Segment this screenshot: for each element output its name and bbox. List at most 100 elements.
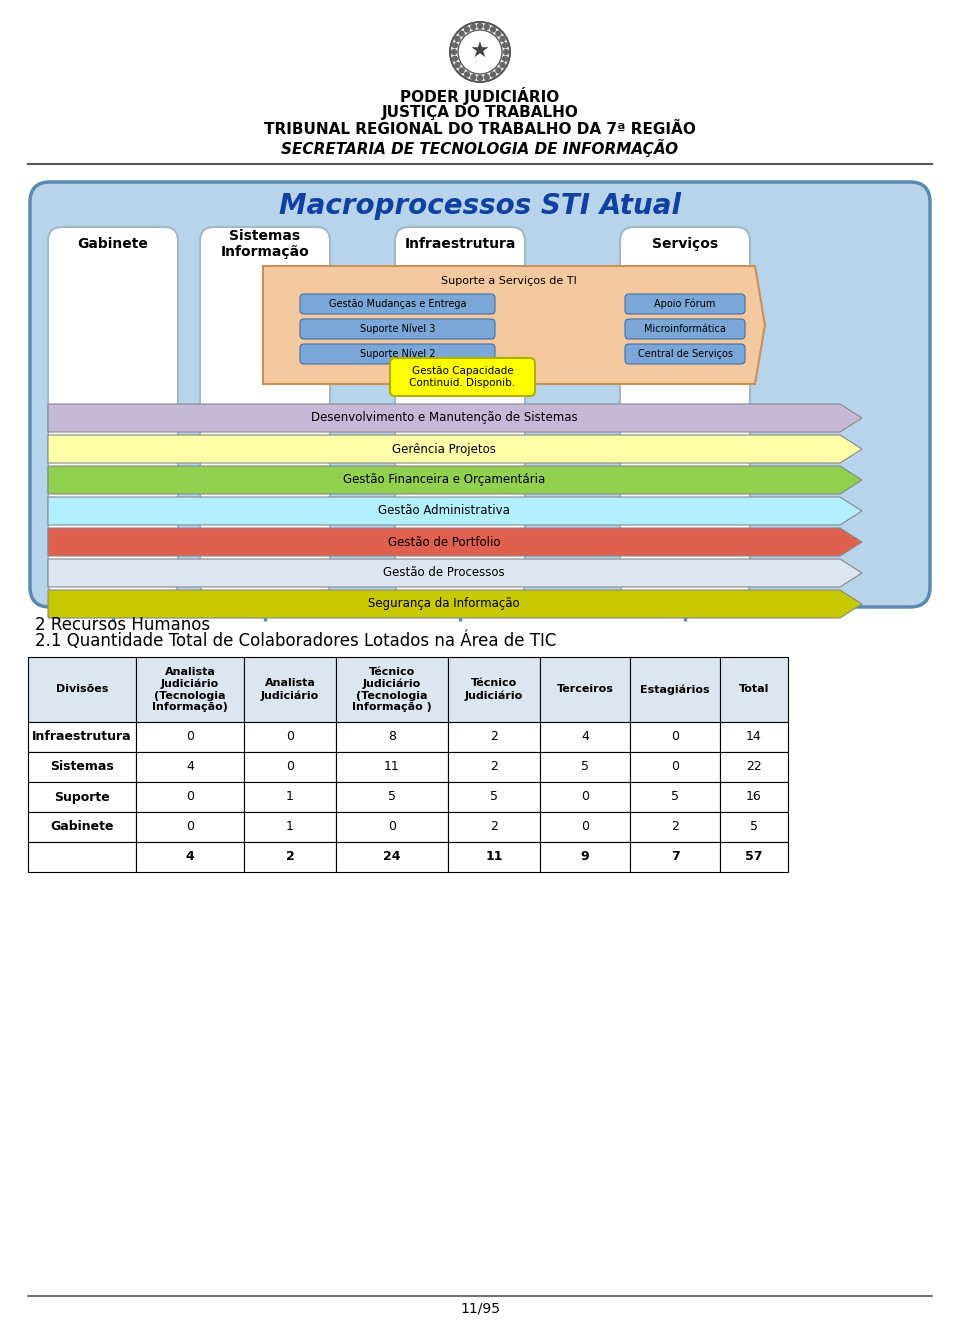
Text: Apoio Fórum: Apoio Fórum [655,299,716,310]
Bar [448,722,540,752]
FancyBboxPatch shape [30,181,930,606]
Bar [336,812,448,842]
Circle shape [500,37,505,41]
Circle shape [451,49,457,54]
Text: 5: 5 [750,821,758,834]
Bar [720,842,788,873]
Text: 2.1 Quantidade Total de Colaboradores Lotados na Área de TIC: 2.1 Quantidade Total de Colaboradores Lo… [35,632,557,650]
Bar [136,842,244,873]
Bar [244,842,336,873]
Bar [136,812,244,842]
Bar [720,657,788,722]
Text: 2: 2 [490,760,498,773]
Circle shape [455,62,460,68]
FancyBboxPatch shape [395,226,525,597]
Bar [720,722,788,752]
Text: 1: 1 [286,821,294,834]
Text: 2: 2 [286,850,295,863]
Bar [244,752,336,782]
Bar [630,657,720,722]
Circle shape [496,32,501,36]
Text: Gabinete: Gabinete [50,821,113,834]
Text: 5: 5 [581,760,589,773]
Circle shape [500,62,505,68]
Text: 2: 2 [671,821,679,834]
Bar [448,812,540,842]
Circle shape [459,32,464,36]
Bar [136,752,244,782]
FancyBboxPatch shape [48,226,178,597]
Text: Sistemas: Sistemas [50,760,114,773]
Bar [336,842,448,873]
Bar [244,812,336,842]
Circle shape [484,74,490,79]
Text: Central de Serviços: Central de Serviços [637,350,732,359]
Text: SECRETARIA DE TECNOLOGIA DE INFORMAÇÃO: SECRETARIA DE TECNOLOGIA DE INFORMAÇÃO [281,139,679,158]
Circle shape [455,37,460,41]
Text: Infraestrutura: Infraestrutura [404,237,516,252]
Text: 16: 16 [746,790,762,804]
Bar [336,782,448,812]
Text: 0: 0 [186,821,194,834]
Circle shape [465,26,469,32]
Text: 2: 2 [490,821,498,834]
FancyBboxPatch shape [300,319,495,339]
Bar [720,752,788,782]
Text: 0: 0 [186,731,194,744]
Text: 5: 5 [388,790,396,804]
FancyBboxPatch shape [625,344,745,364]
Text: ★: ★ [470,42,490,62]
Circle shape [491,26,495,32]
Bar [630,812,720,842]
Text: 57: 57 [745,850,763,863]
Text: PODER JUDICIÁRIO: PODER JUDICIÁRIO [400,87,560,105]
Text: 4: 4 [186,760,194,773]
Bar [28,752,136,782]
Bar [630,722,720,752]
Text: 5: 5 [490,790,498,804]
Text: Serviços: Serviços [652,237,718,252]
FancyBboxPatch shape [625,294,745,314]
Text: Divisões: Divisões [56,685,108,695]
Text: Gestão Mudanças e Entrega: Gestão Mudanças e Entrega [328,299,467,308]
Circle shape [452,56,457,61]
Text: 11: 11 [485,850,503,863]
Circle shape [503,56,508,61]
Text: Desenvolvimento e Manutenção de Sistemas: Desenvolvimento e Manutenção de Sistemas [311,412,577,425]
Text: Gestão de Portfolio: Gestão de Portfolio [388,535,500,548]
Text: 4: 4 [185,850,194,863]
Polygon shape [48,528,862,556]
Polygon shape [48,404,862,432]
Bar [336,752,448,782]
Text: Técnico
Judiciário: Técnico Judiciário [465,678,523,700]
Text: Gestão Financeira e Orçamentária: Gestão Financeira e Orçamentária [343,474,545,486]
Text: Analista
Judiciário: Analista Judiciário [261,678,319,700]
Text: 24: 24 [383,850,400,863]
Text: Técnico
Judiciário
(Tecnologia
Informação ): Técnico Judiciário (Tecnologia Informaçã… [352,667,432,712]
Text: 0: 0 [581,821,589,834]
Bar [244,722,336,752]
Polygon shape [48,559,862,587]
Text: TRIBUNAL REGIONAL DO TRABALHO DA 7ª REGIÃO: TRIBUNAL REGIONAL DO TRABALHO DA 7ª REGI… [264,123,696,138]
Circle shape [491,71,495,77]
Text: 0: 0 [286,760,294,773]
Text: 5: 5 [671,790,679,804]
Bar [28,722,136,752]
Text: 0: 0 [286,731,294,744]
Polygon shape [48,496,862,526]
Bar [244,782,336,812]
Bar [540,812,630,842]
Text: 8: 8 [388,731,396,744]
Circle shape [477,75,483,81]
Bar [448,782,540,812]
FancyBboxPatch shape [200,226,330,597]
Bar [28,842,136,873]
Bar [244,657,336,722]
Bar [136,782,244,812]
Text: 2: 2 [490,731,498,744]
Text: 4: 4 [581,731,588,744]
Bar [720,782,788,812]
Circle shape [452,42,457,48]
Text: 0: 0 [186,790,194,804]
Circle shape [503,42,508,48]
